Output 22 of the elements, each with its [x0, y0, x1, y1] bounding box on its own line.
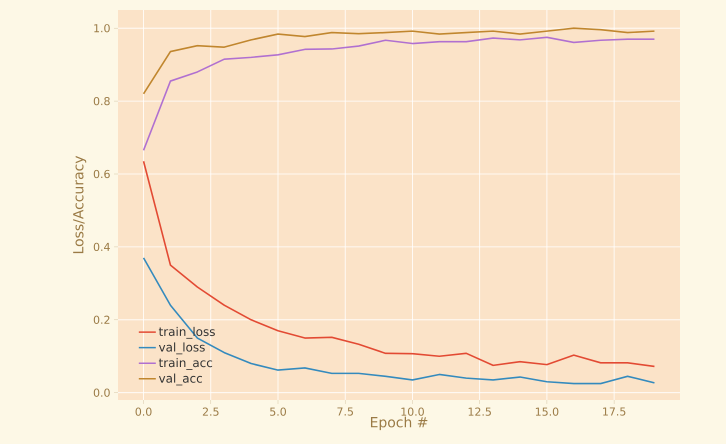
line-series — [142, 36, 656, 152]
x-tick-label: 15.0 — [536, 408, 558, 416]
line-series — [142, 257, 656, 384]
y-tick-label: 0.8 — [94, 96, 110, 106]
x-tick-label: 2.5 — [202, 408, 219, 416]
x-tick-label: 7.5 — [337, 408, 353, 416]
legend-label: val_loss — [158, 342, 205, 354]
y-tick-label: 0.0 — [94, 388, 110, 397]
x-tick-label: 10.0 — [401, 408, 424, 416]
x-tick-label: 5.0 — [270, 408, 286, 416]
x-axis-title: Epoch # — [370, 416, 428, 430]
y-tick-label: 1.0 — [94, 24, 110, 32]
y-axis-title: Loss/Accuracy — [73, 156, 86, 254]
y-tick-label: 0.4 — [94, 242, 110, 252]
legend-label: val_acc — [158, 374, 202, 386]
line-series — [142, 27, 656, 95]
legend-label: train_acc — [158, 358, 212, 370]
x-tick-label: 12.5 — [468, 408, 491, 416]
x-tick-label: 0.0 — [136, 408, 152, 416]
y-tick-label: 0.2 — [94, 316, 110, 324]
y-tick-label: 0.6 — [94, 170, 110, 178]
x-tick-label: 17.5 — [603, 408, 626, 416]
